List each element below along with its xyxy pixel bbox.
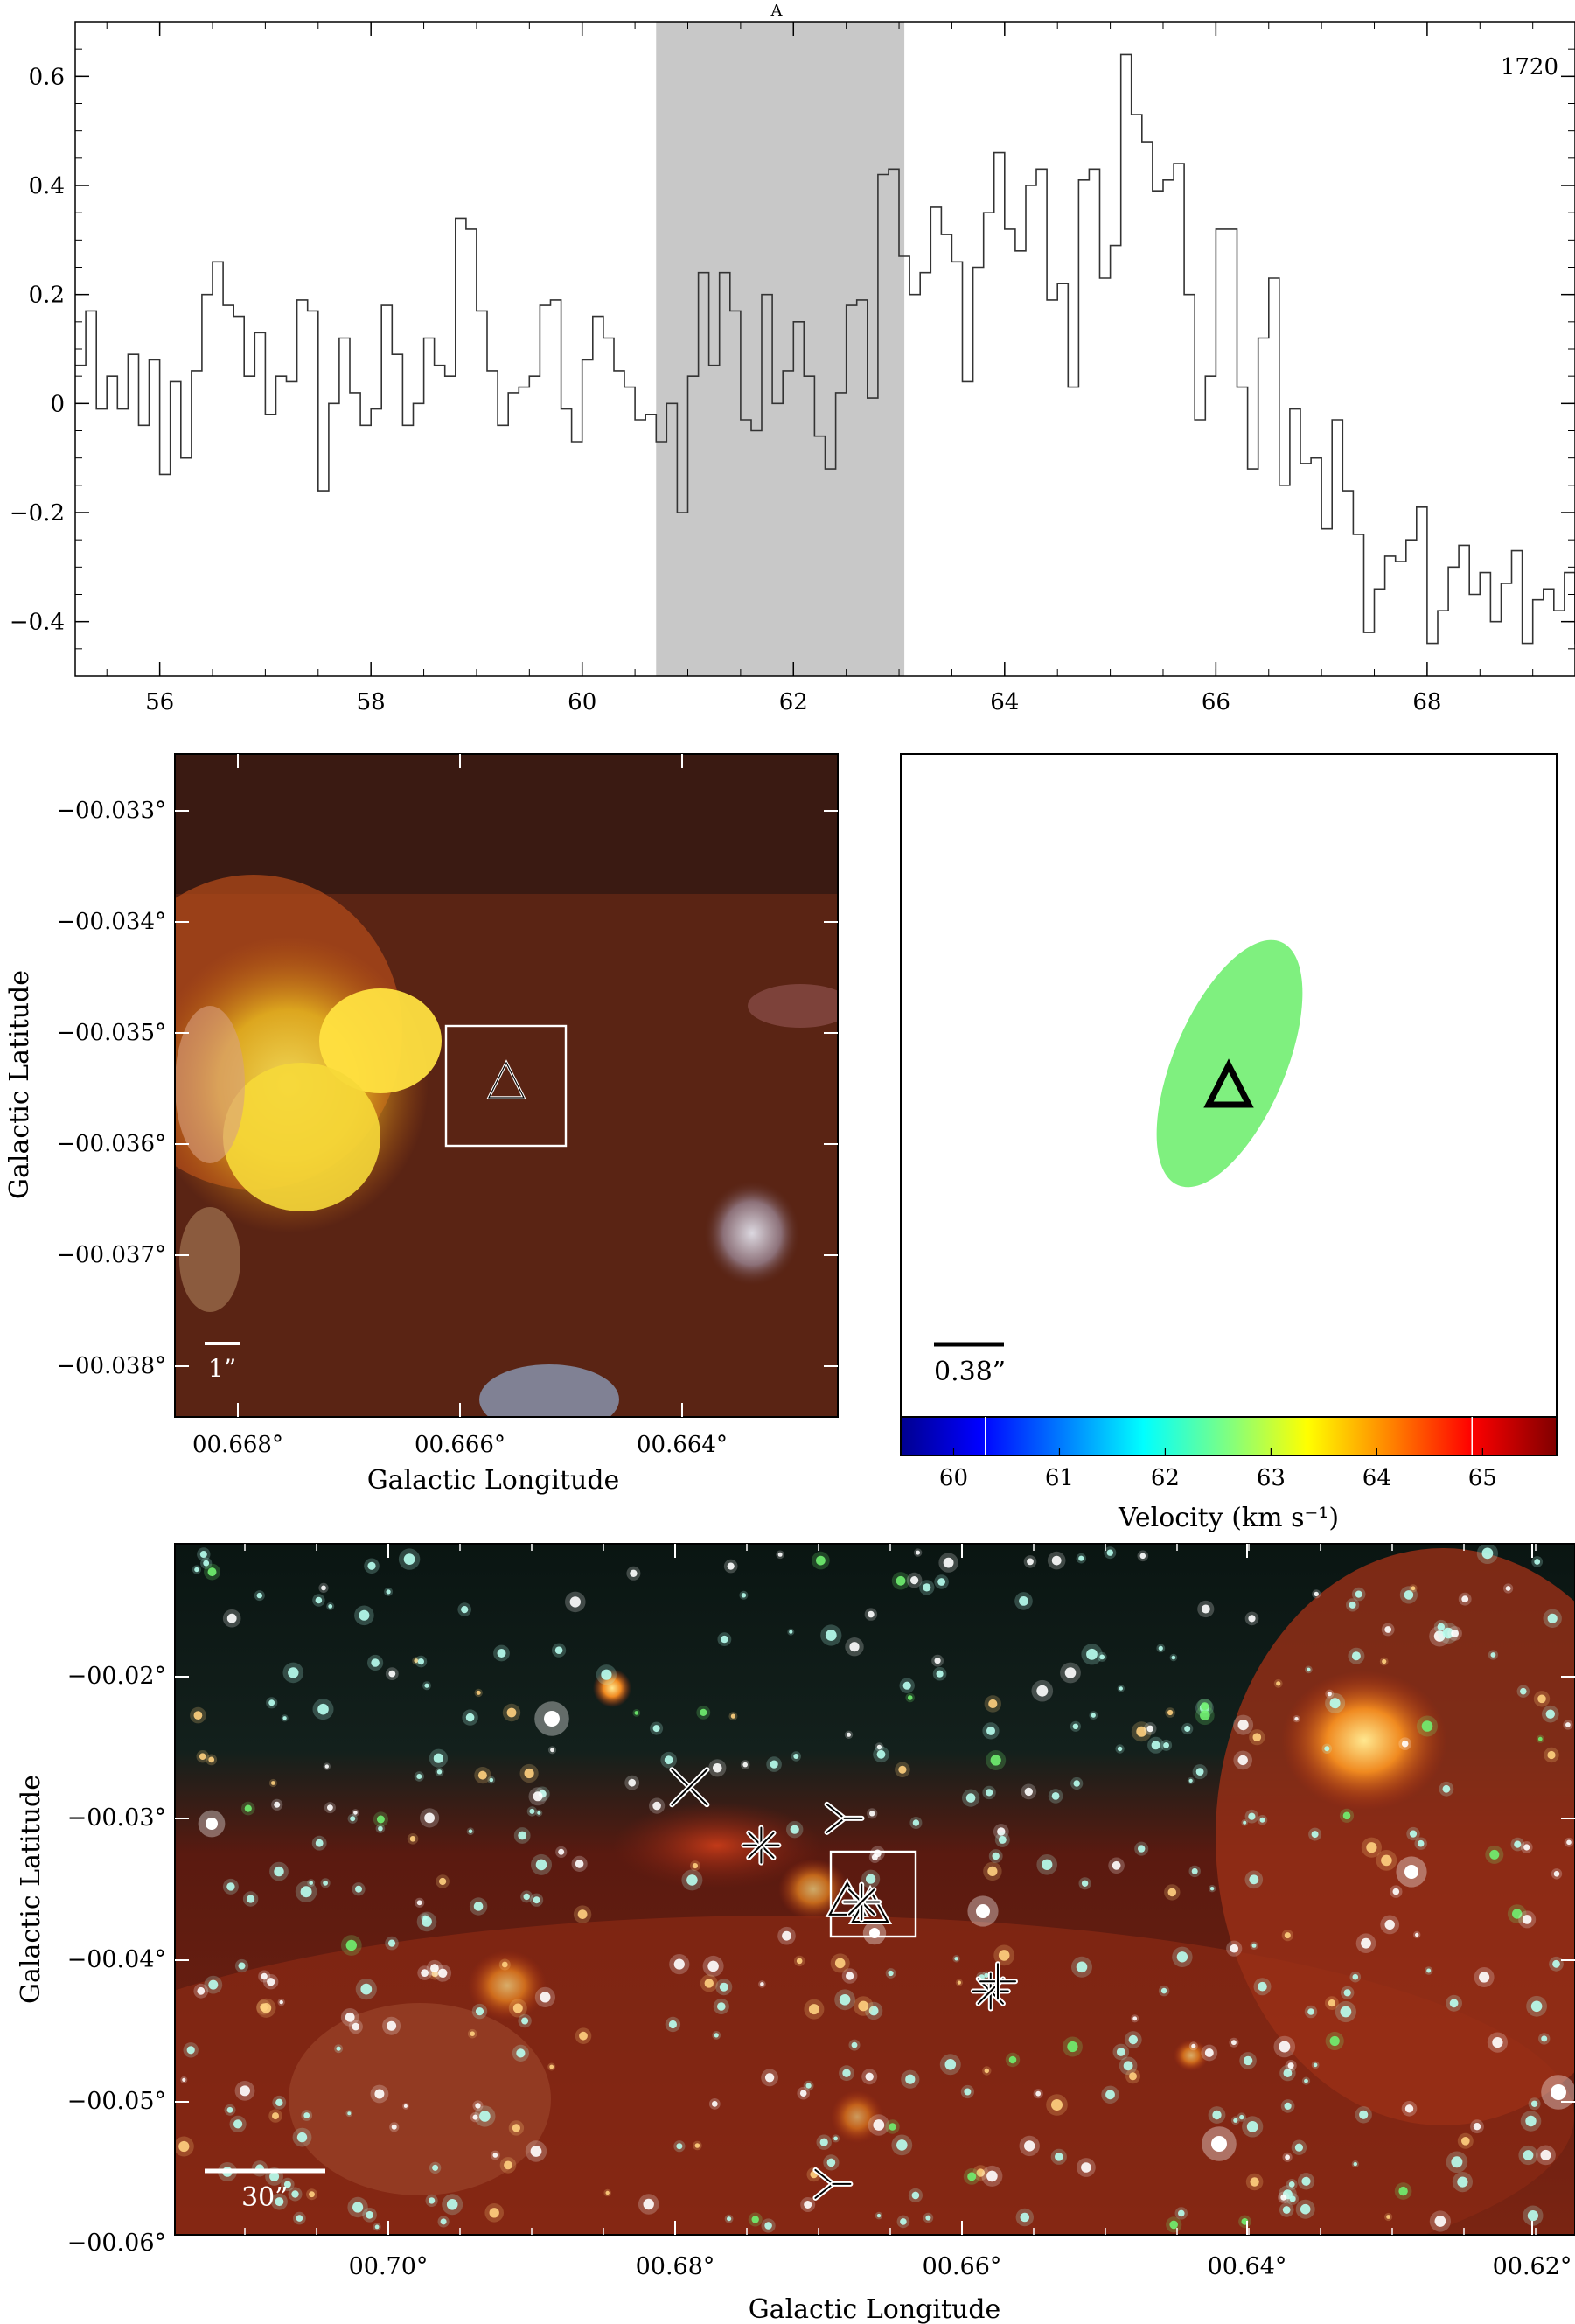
colorbar-tick-label: 61 bbox=[1045, 1465, 1074, 1491]
velocity-triangle-marker bbox=[1203, 1058, 1254, 1108]
marker-cross bbox=[669, 1767, 710, 1808]
colorbar-tick-label: 63 bbox=[1257, 1465, 1286, 1491]
marker-asterisk bbox=[741, 1825, 782, 1866]
zoom-ytick-4: −00.037° bbox=[56, 1242, 166, 1268]
corner-label: 1720 bbox=[1501, 54, 1558, 80]
spectrum-ytick-label: −0.2 bbox=[10, 500, 65, 527]
wide-ytick-4: −00.06° bbox=[67, 2230, 166, 2257]
spectrum-ytick-label: 0.2 bbox=[29, 283, 65, 309]
zoom-ytick-2: −00.035° bbox=[56, 1020, 166, 1046]
wide-ytick-0: −00.02° bbox=[67, 1663, 166, 1690]
zoom-image-panel: 1” 00.668° 00.666° 00.664° −00.033° −00.… bbox=[4, 753, 839, 1496]
zoom-ylabel: Galactic Latitude bbox=[4, 970, 35, 1199]
colorbar bbox=[900, 1416, 1558, 1456]
colorbar-tick-label: 65 bbox=[1468, 1465, 1497, 1491]
wide-xtick-0: 00.70° bbox=[349, 2253, 429, 2280]
zoom-xtick-1: 00.666° bbox=[415, 1432, 505, 1458]
starfield bbox=[175, 1544, 1575, 2233]
wide-xtick-2: 00.66° bbox=[923, 2253, 1002, 2280]
wide-xlabel: Galactic Longitude bbox=[749, 2294, 1001, 2324]
marker-asterisk bbox=[841, 1881, 882, 1923]
wide-ytick-2: −00.04° bbox=[67, 1946, 166, 1973]
wide-xtick-4: 00.62° bbox=[1493, 2253, 1572, 2280]
wide-ytick-3: −00.05° bbox=[67, 2088, 166, 2115]
spectrum-series-line bbox=[75, 53, 1575, 645]
spectrum-ytick-label: 0.4 bbox=[29, 173, 65, 199]
wide-frame bbox=[174, 1543, 1575, 2236]
zoom-ytick-5: −00.038° bbox=[56, 1353, 166, 1379]
spectrum-ytick-label: 0 bbox=[50, 391, 65, 417]
zoom-frame bbox=[174, 753, 839, 1418]
colorbar-tick-label: 62 bbox=[1151, 1465, 1180, 1491]
wide-selection-box bbox=[829, 1850, 917, 1938]
wide-ticks bbox=[175, 1544, 1575, 2235]
colorbar-label: Velocity (km s⁻¹) bbox=[1118, 1503, 1339, 1533]
spectrum-ticks: 56 58 60 62 64 66 68 −0.4 −0.2 0 0.2 0.4 0.6 bbox=[10, 22, 1575, 715]
wide-xtick-3: 00.64° bbox=[1208, 2253, 1287, 2280]
wide-markers bbox=[669, 1767, 1018, 2201]
zoom-ytick-3: −00.036° bbox=[56, 1131, 166, 1157]
velocity-scalebar-label: 0.38” bbox=[934, 1357, 1006, 1387]
spectrum-ytick-label: 0.6 bbox=[29, 64, 65, 90]
zoom-xtick-0: 00.668° bbox=[192, 1432, 283, 1458]
region-label: A bbox=[770, 2, 784, 20]
marker-tri-y bbox=[824, 1801, 865, 1835]
wide-scalebar-label: 30” bbox=[241, 2182, 289, 2213]
spectrum-xtick-label: 64 bbox=[990, 689, 1019, 715]
spectrum-ytick-label: −0.4 bbox=[10, 610, 65, 636]
colorbar-tick-label: 64 bbox=[1362, 1465, 1391, 1491]
marker-tri-y bbox=[812, 2167, 854, 2201]
zoom-ytick-1: −00.034° bbox=[56, 909, 166, 935]
wide-xtick-1: 00.68° bbox=[636, 2253, 715, 2280]
zoom-scalebar-label: 1” bbox=[208, 1354, 236, 1383]
spectrum-xtick-label: 66 bbox=[1202, 689, 1230, 715]
wide-ytick-1: −00.03° bbox=[67, 1804, 166, 1832]
spectrum-xtick-label: 68 bbox=[1412, 689, 1441, 715]
colorbar-tick-label: 60 bbox=[939, 1465, 968, 1491]
zoom-xlabel: Galactic Longitude bbox=[367, 1465, 620, 1496]
zoom-selection-box bbox=[444, 1024, 568, 1148]
shaded-velocity-range bbox=[656, 22, 905, 676]
zoom-ytick-0: −00.033° bbox=[56, 798, 166, 824]
spectrum-xtick-label: 62 bbox=[779, 689, 808, 715]
colorbar-ticks: 60 61 62 63 64 65 bbox=[939, 1417, 1497, 1491]
marker-plus bbox=[978, 1961, 1018, 2002]
zoom-xtick-2: 00.664° bbox=[637, 1432, 728, 1458]
wide-field-panel: 30” 00.70° 00.68° 00.66° 00.64° 00.62° −… bbox=[16, 1543, 1575, 2324]
spectrum-xtick-label: 60 bbox=[568, 689, 596, 715]
zoom-ticks bbox=[175, 754, 838, 1417]
spectrum-xtick-label: 56 bbox=[145, 689, 174, 715]
velocity-map-panel: 0.38” 60 61 62 63 64 65 Velocity (km s⁻¹) bbox=[900, 753, 1558, 1533]
wide-ylabel: Galactic Latitude bbox=[16, 1775, 46, 2004]
spectrum-xtick-label: 58 bbox=[357, 689, 386, 715]
spectrum-panel: 56 58 60 62 64 66 68 −0.4 −0.2 0 0.2 0.4 0.6 A 1720 bbox=[10, 2, 1575, 715]
